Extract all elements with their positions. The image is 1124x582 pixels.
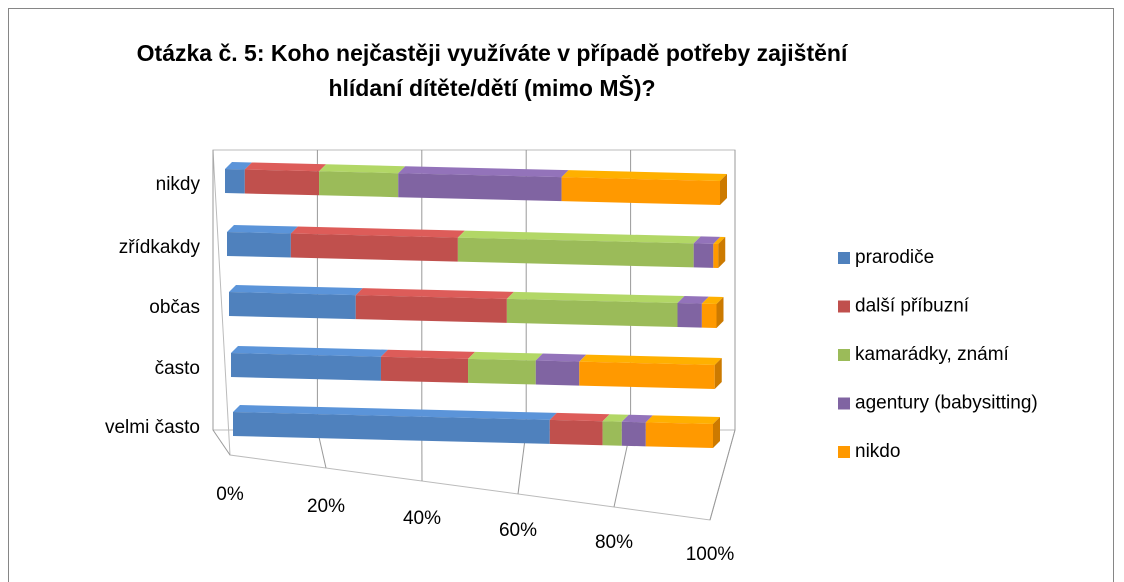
- x-tick-label: 20%: [307, 496, 345, 517]
- bar-top: [225, 162, 252, 170]
- legend-swatch: [838, 446, 850, 458]
- bar-top: [602, 414, 629, 422]
- bar-top: [677, 296, 709, 304]
- bar-top: [380, 349, 476, 359]
- legend-swatch: [838, 397, 850, 410]
- x-tick-label: 100%: [686, 544, 735, 565]
- bar-top: [561, 170, 727, 181]
- bar-segment: [355, 295, 507, 323]
- legend-swatch: [838, 349, 850, 361]
- bar-segment: [713, 243, 719, 268]
- x-tick-label: 40%: [403, 508, 441, 529]
- legend-label: nikdo: [855, 441, 900, 462]
- legend-swatch: [838, 252, 850, 264]
- bar-top: [693, 236, 721, 244]
- bar-top: [355, 288, 514, 299]
- bar-segment: [229, 292, 356, 320]
- bar-top: [701, 296, 724, 304]
- bar-top: [579, 354, 722, 365]
- bar-end: [713, 417, 720, 448]
- bar-end: [716, 297, 724, 328]
- chart-title: Otázka č. 5: Koho nejčastěji využíváte v…: [136, 40, 848, 101]
- side-wall: [212, 149, 736, 521]
- legend-swatch: [838, 300, 850, 313]
- bar-top: [621, 414, 653, 423]
- bar-top: [290, 226, 465, 238]
- bar-segment: [549, 419, 603, 446]
- bar-segment: [227, 232, 291, 258]
- bar-segment: [398, 173, 562, 202]
- y-tick-label: velmi často: [105, 417, 200, 438]
- bar-end: [718, 237, 726, 268]
- bar-top: [468, 351, 543, 361]
- bar-top: [244, 162, 327, 172]
- bar-segment: [380, 356, 469, 383]
- bar-segment: [701, 303, 717, 328]
- bar-segment: [290, 233, 458, 262]
- bar-top: [398, 166, 569, 178]
- bar-segment: [561, 177, 720, 205]
- bar-segment: [468, 358, 536, 385]
- legend-label: kamarádky, známí: [855, 344, 1010, 365]
- bar-end: [720, 174, 727, 205]
- legend-label: prarodiče: [855, 247, 934, 268]
- bar-end: [714, 358, 722, 389]
- bar-segment: [233, 412, 550, 444]
- bar-top: [457, 230, 701, 244]
- bar-segment: [602, 421, 622, 446]
- bar-segment: [677, 303, 702, 328]
- bar-top: [229, 285, 363, 296]
- chart-frame: [8, 8, 1114, 582]
- bar-top: [549, 412, 610, 422]
- x-tick-label: 80%: [595, 532, 633, 553]
- bar-segment: [244, 169, 320, 196]
- y-tick-label: občas: [149, 297, 200, 318]
- x-tick-label: 60%: [499, 520, 537, 541]
- bar-top: [233, 405, 557, 420]
- legend-label: agentury (babysitting): [855, 393, 1038, 414]
- bar-segment: [645, 422, 713, 448]
- bar-top: [535, 353, 587, 362]
- bar-top: [506, 291, 685, 304]
- bar-segment: [535, 360, 580, 386]
- bar-segment: [457, 237, 694, 268]
- bar-segment: [231, 353, 381, 381]
- y-tick-label: zřídkakdy: [119, 237, 201, 258]
- grid-line: [709, 429, 736, 521]
- bar-top: [319, 164, 406, 174]
- bar-top: [231, 346, 388, 357]
- x-tick-label: 0%: [216, 484, 244, 505]
- bar-segment: [225, 169, 245, 194]
- legend-label: další příbuzní: [855, 296, 970, 317]
- bar-top: [645, 415, 720, 424]
- y-tick-label: nikdy: [156, 174, 201, 195]
- bar-top: [713, 236, 726, 244]
- bar-segment: [579, 361, 715, 389]
- y-tick-label: často: [155, 358, 200, 379]
- bar-segment: [693, 243, 714, 268]
- bar-segment: [621, 421, 646, 447]
- grid-line: [212, 429, 231, 456]
- bar-top: [227, 225, 298, 234]
- bar-segment: [506, 298, 678, 328]
- bar-segment: [319, 171, 399, 198]
